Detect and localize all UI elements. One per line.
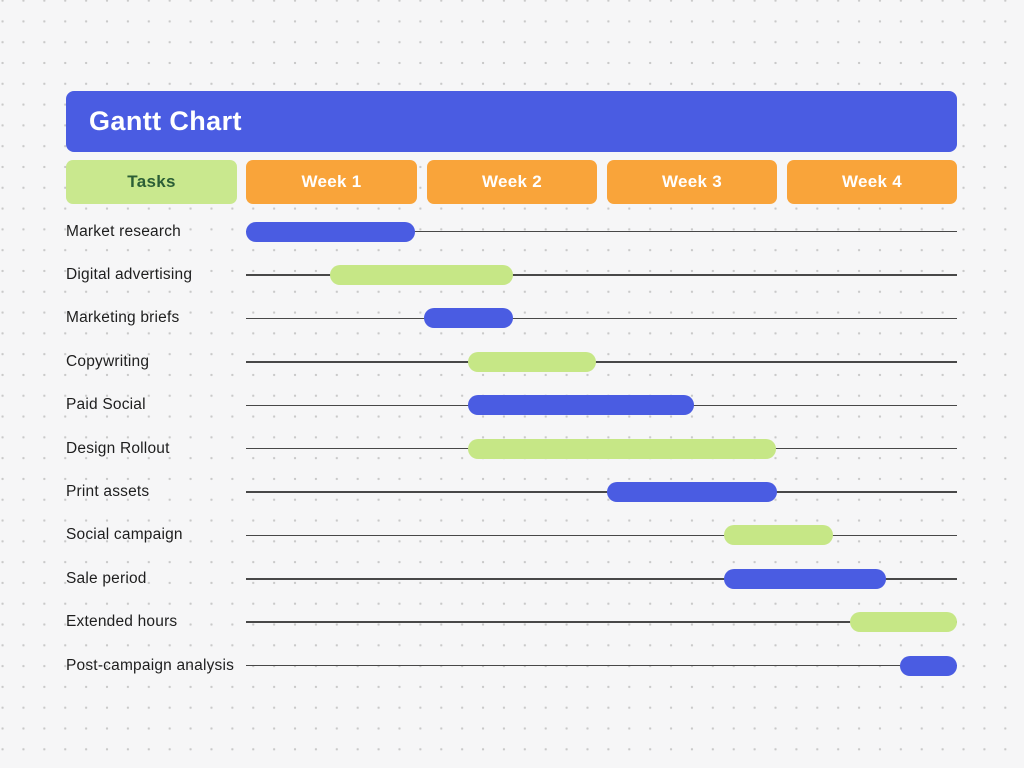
- task-label: Social campaign: [66, 526, 183, 544]
- task-row: Design Rollout: [0, 427, 1024, 470]
- task-bar: [423, 308, 513, 329]
- task-row: Sale period: [0, 557, 1024, 600]
- task-row: Copywriting: [0, 340, 1024, 383]
- timeline-line: [246, 317, 957, 320]
- column-header-week-2: Week 2: [427, 160, 597, 204]
- task-bar: [468, 395, 694, 416]
- task-bar: [246, 221, 415, 242]
- task-row: Print assets: [0, 470, 1024, 513]
- column-header-week-4: Week 4: [787, 160, 957, 204]
- task-label: Extended hours: [66, 613, 178, 631]
- task-bar: [468, 438, 776, 459]
- timeline-line: [246, 578, 957, 580]
- chart-title: Gantt Chart: [89, 106, 242, 136]
- chart-title-bar: Gantt Chart: [66, 91, 957, 152]
- task-bar: [468, 351, 597, 372]
- task-row: Social campaign: [0, 514, 1024, 557]
- timeline-line: [246, 361, 957, 363]
- timeline-line: [246, 534, 957, 537]
- timeline-line: [246, 621, 957, 623]
- task-bar: [329, 265, 513, 286]
- task-row: Post-campaign analysis: [0, 644, 1024, 687]
- task-label: Marketing briefs: [66, 309, 180, 327]
- task-label: Copywriting: [66, 352, 150, 370]
- task-label: Post-campaign analysis: [66, 656, 235, 674]
- task-row: Market research: [0, 210, 1024, 253]
- task-label: Paid Social: [66, 396, 146, 414]
- task-label: Sale period: [66, 569, 147, 587]
- task-bar: [850, 612, 957, 633]
- column-header-week-3: Week 3: [607, 160, 777, 204]
- column-header-week-1: Week 1: [246, 160, 417, 204]
- task-label: Market research: [66, 222, 181, 240]
- task-label: Digital advertising: [66, 266, 193, 284]
- task-label: Print assets: [66, 483, 150, 501]
- column-header-tasks: Tasks: [66, 160, 237, 204]
- task-row: Marketing briefs: [0, 297, 1024, 340]
- task-bar: [900, 655, 957, 676]
- task-row: Digital advertising: [0, 253, 1024, 296]
- timeline-line: [246, 230, 957, 233]
- task-row: Extended hours: [0, 601, 1024, 644]
- timeline-line: [246, 664, 957, 667]
- task-bar: [724, 525, 833, 546]
- task-bar: [606, 482, 778, 503]
- timeline-line: [246, 491, 957, 493]
- task-bar: [724, 568, 886, 589]
- timeline-line: [246, 274, 957, 276]
- task-row: Paid Social: [0, 384, 1024, 427]
- task-rows-container: Market research Digital advertising Market…: [0, 210, 1024, 687]
- task-label: Design Rollout: [66, 439, 170, 457]
